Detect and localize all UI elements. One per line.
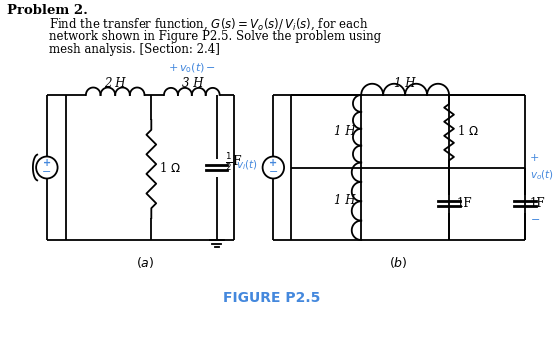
- Text: $(b)$: $(b)$: [389, 255, 408, 270]
- Text: 1 $\Omega$: 1 $\Omega$: [159, 160, 181, 174]
- Text: 1 H: 1 H: [334, 194, 355, 207]
- Text: Find the transfer function, $G(s) = V_o(s)/\, V_i(s)$, for each: Find the transfer function, $G(s) = V_o(…: [49, 17, 368, 33]
- Text: $\frac{1}{2}$F: $\frac{1}{2}$F: [224, 151, 242, 174]
- Text: −: −: [42, 167, 52, 177]
- Text: 1 H: 1 H: [394, 77, 416, 90]
- Text: 1F: 1F: [530, 197, 546, 210]
- Text: $v_o(t)$: $v_o(t)$: [530, 169, 554, 182]
- Text: FIGURE P2.5: FIGURE P2.5: [223, 291, 320, 305]
- Text: 3 H: 3 H: [182, 77, 203, 90]
- Text: 1F: 1F: [457, 197, 472, 210]
- Text: 1 $\Omega$: 1 $\Omega$: [457, 124, 478, 138]
- Text: 2 H: 2 H: [105, 77, 126, 90]
- Text: +: +: [269, 158, 277, 168]
- Text: network shown in Figure P2.5. Solve the problem using: network shown in Figure P2.5. Solve the …: [49, 30, 381, 43]
- Text: $+\,v_\mathrm{o}(t)-$: $+\,v_\mathrm{o}(t)-$: [168, 62, 216, 75]
- Text: $v_i(t)$: $v_i(t)$: [236, 159, 258, 172]
- Text: $(a)$: $(a)$: [136, 255, 155, 270]
- Text: Problem 2.: Problem 2.: [7, 4, 87, 17]
- Text: +: +: [43, 158, 51, 168]
- Text: mesh analysis. [Section: 2.4]: mesh analysis. [Section: 2.4]: [49, 43, 219, 56]
- Text: −: −: [268, 167, 278, 177]
- Text: +: +: [530, 153, 539, 163]
- Text: $-$: $-$: [530, 213, 540, 223]
- Text: 1 H: 1 H: [334, 125, 355, 138]
